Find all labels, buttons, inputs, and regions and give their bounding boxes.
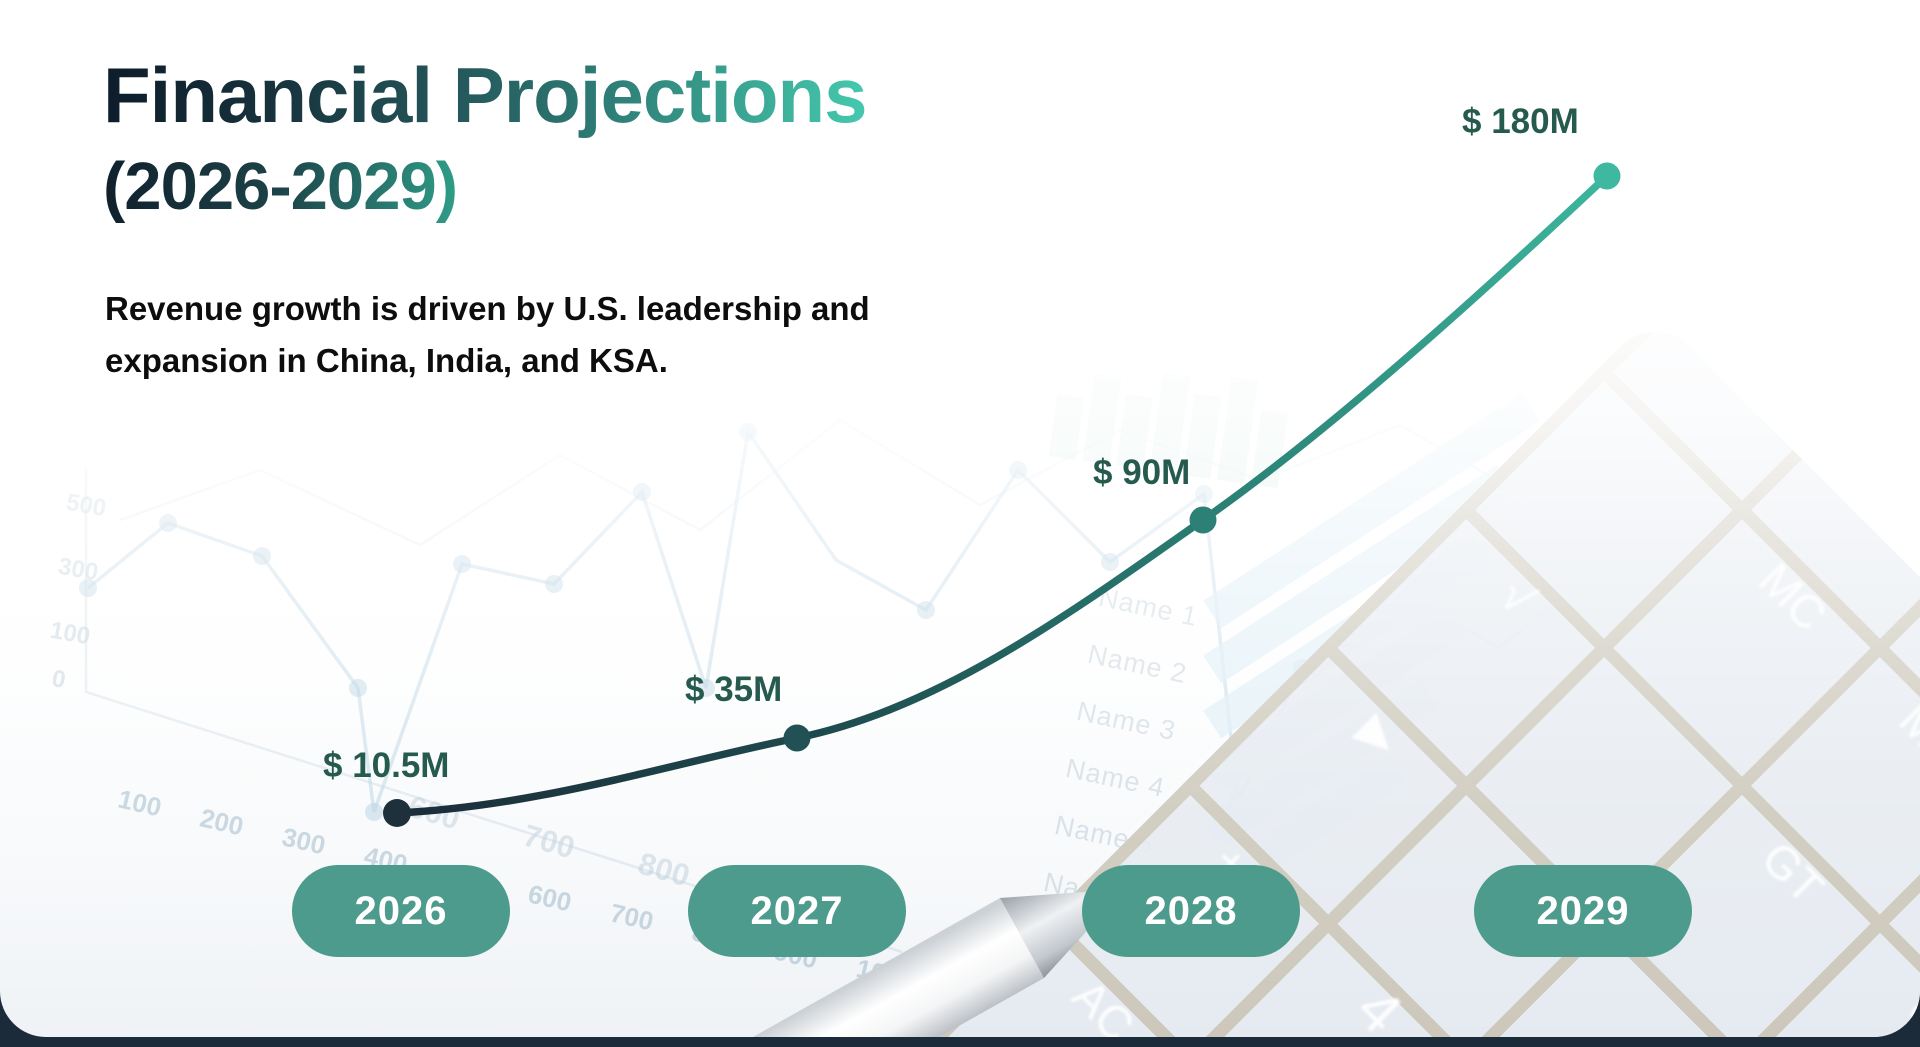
page-title-line2: (2026-2029) [103, 149, 458, 224]
year-pill-label: 2026 [354, 888, 448, 933]
data-point-2029 [1593, 162, 1621, 190]
value-label-2026: $ 10.5M [323, 746, 450, 785]
year-pill-2027: 2027 [688, 865, 906, 957]
year-pill-2029: 2029 [1474, 865, 1692, 957]
revenue-curve [393, 172, 1611, 817]
value-label-2027: $ 35M [685, 670, 783, 709]
data-point-2026 [383, 799, 411, 827]
subtitle: Revenue growth is driven by U.S. leaders… [105, 283, 870, 387]
year-pill-label: 2028 [1144, 888, 1238, 933]
year-pill-label: 2027 [750, 888, 844, 933]
data-point-2027 [783, 724, 811, 752]
value-label-2029: $ 180M [1462, 102, 1579, 141]
value-label-2028: $ 90M [1093, 453, 1191, 492]
year-pill-2026: 2026 [292, 865, 510, 957]
year-pill-label: 2029 [1536, 888, 1630, 933]
subtitle-line1: Revenue growth is driven by U.S. leaders… [105, 290, 870, 327]
data-point-2028 [1189, 506, 1217, 534]
subtitle-line2: expansion in China, India, and KSA. [105, 342, 668, 379]
year-pill-2028: 2028 [1082, 865, 1300, 957]
page-title-line1: Financial Projections [103, 51, 868, 139]
